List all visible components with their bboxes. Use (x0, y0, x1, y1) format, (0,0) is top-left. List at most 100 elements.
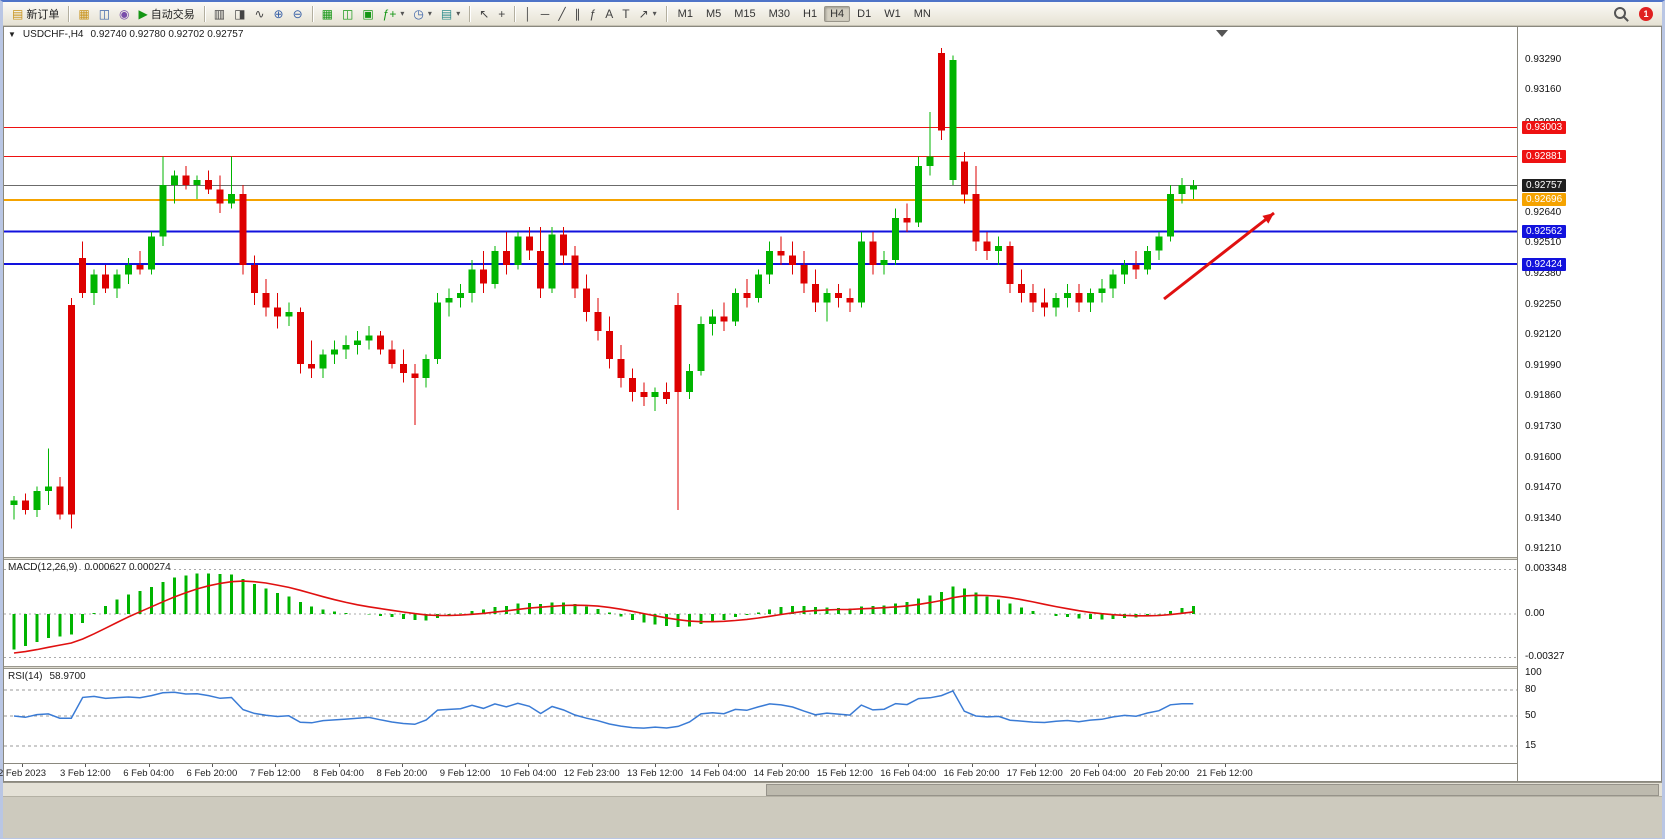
time-tick (401, 764, 403, 767)
bar-chart-button[interactable]: ▥ (210, 3, 229, 24)
timeframe-mn[interactable]: MN (913, 7, 931, 20)
timeframe-m15[interactable]: M15 (734, 7, 756, 20)
chart-header: ▼ USDCHF-,H4 0.92740 0.92780 0.92702 0.9… (8, 29, 243, 40)
history-button[interactable]: ◉ (115, 3, 133, 24)
axis-tick-label: 0.91990 (1525, 359, 1562, 371)
zoom-in-button[interactable]: ⊕ (270, 3, 288, 24)
horizontal-line-icon: ─ (540, 6, 550, 21)
toolbar-separator (203, 5, 205, 22)
terminal-icon: ▦ (78, 6, 90, 21)
bottom-bar (3, 782, 1662, 838)
macd-canvas[interactable] (4, 560, 1517, 666)
time-tick (338, 764, 340, 767)
toolbar: ▤ 新订单 ▦ ◫ ◉ ▶ 自动交易 ▥ ◨ ∿ ⊕ ⊖ (3, 2, 1662, 26)
time-tick-label: 20 Feb 04:00 (1070, 768, 1127, 779)
time-tick (1224, 764, 1226, 767)
panel-splitter[interactable] (4, 557, 1517, 560)
templates-button[interactable]: ▤ ▾ (437, 3, 464, 24)
time-tick (528, 764, 530, 767)
time-tick-label: 14 Feb 04:00 (690, 768, 747, 779)
time-tick (655, 764, 656, 767)
auto-trading-play-icon: ▶ (138, 6, 148, 21)
trendline-tool-button[interactable]: ╱ (554, 3, 569, 24)
horizontal-scrollbar[interactable] (3, 783, 1662, 797)
navigator-button[interactable]: ◫ (95, 3, 114, 24)
horizontal-line-tool-button[interactable]: ─ (537, 3, 554, 24)
candles (10, 48, 1197, 529)
text-tool-button[interactable]: A (601, 3, 617, 24)
timeframe-w1[interactable]: W1 (884, 7, 901, 20)
panel-splitter[interactable] (4, 666, 1517, 669)
rsi-panel: RSI(14) 58.9700 (4, 669, 1517, 763)
scrollbar-thumb[interactable] (766, 784, 1659, 796)
periods-button[interactable]: ◷ ▾ (409, 3, 436, 24)
search-icon[interactable] (1614, 6, 1626, 19)
time-tick (275, 764, 277, 767)
chart-shift-marker[interactable] (1216, 30, 1228, 37)
rsi-canvas[interactable] (4, 669, 1517, 763)
tile-windows-button[interactable]: ▣ (358, 3, 377, 24)
main-chart-canvas[interactable] (4, 27, 1517, 557)
time-tick (908, 764, 910, 767)
channel-tool-button[interactable]: ∥ (571, 3, 585, 24)
line-chart-button[interactable]: ∿ (250, 3, 268, 24)
indicators-button[interactable]: ƒ+ ▾ (379, 3, 409, 24)
one-click-toggle-icon[interactable]: ▼ (8, 30, 16, 39)
axis-tick-label: 50 (1525, 709, 1537, 721)
timeframe-h4[interactable]: H4 (824, 5, 851, 22)
rsi-label: RSI(14) (8, 671, 43, 682)
timeframe-m30[interactable]: M30 (768, 7, 791, 20)
time-tick-label: 13 Feb 12:00 (627, 768, 683, 779)
crosshair-tool-button[interactable]: + (494, 3, 509, 24)
cascade-windows-button[interactable]: ◫ (338, 3, 357, 24)
fibonacci-tool-button[interactable]: ƒ (586, 3, 601, 24)
macd-panel: MACD(12,26,9) 0.000627 0.000274 (4, 560, 1517, 666)
time-tick (1098, 764, 1100, 767)
timeframe-h1[interactable]: H1 (803, 7, 818, 20)
terminal-button[interactable]: ▦ (74, 3, 93, 24)
zoom-out-button[interactable]: ⊖ (289, 3, 307, 24)
toolbar-separator (514, 5, 516, 22)
toolbar-separator (68, 5, 70, 22)
timeframe-d1[interactable]: D1 (857, 7, 872, 20)
auto-trading-button[interactable]: ▶ 自动交易 (135, 3, 199, 24)
time-tick (844, 764, 846, 767)
axis-tick-label: 0.93160 (1525, 84, 1562, 96)
toolbar-separator (469, 5, 471, 22)
timeframe-m5[interactable]: M5 (705, 7, 722, 20)
label-tool-button[interactable]: T (618, 3, 633, 24)
axis-tick-label: 0.91340 (1525, 512, 1562, 524)
timeframe-m1[interactable]: M1 (677, 7, 693, 20)
shapes-arrow-icon: ↗ (638, 6, 649, 21)
new-order-button[interactable]: ▤ 新订单 (8, 3, 63, 24)
time-tick (85, 764, 87, 767)
zoom-out-icon: ⊖ (292, 6, 303, 21)
cascade-windows-icon: ◫ (341, 6, 354, 21)
time-tick-label: 15 Feb 12:00 (816, 768, 873, 779)
vertical-line-tool-button[interactable]: │ (520, 3, 536, 24)
trend-arrow[interactable] (1163, 211, 1275, 301)
label-tool-icon: T (622, 6, 630, 21)
chart-window: ▼ USDCHF-,H4 0.92740 0.92780 0.92702 0.9… (0, 26, 1662, 782)
grid-button[interactable]: ▦ (318, 3, 337, 24)
auto-trading-label: 自动交易 (150, 8, 195, 21)
cursor-tool-button[interactable]: ↖ (475, 3, 493, 24)
time-tick-label: 16 Feb 20:00 (943, 768, 1000, 779)
time-tick-label: 20 Feb 20:00 (1133, 768, 1190, 779)
price-axis[interactable]: 0.932900.931600.930200.928800.926400.925… (1517, 27, 1661, 781)
time-tick (971, 764, 973, 767)
candlestick-button[interactable]: ◨ (230, 3, 249, 24)
history-icon: ◉ (119, 6, 130, 21)
axis-tick-label: 15 (1525, 739, 1537, 751)
macd-signal-line (13, 580, 1194, 654)
notification-badge[interactable]: 1 (1639, 6, 1653, 21)
toolbar-separator (665, 5, 667, 22)
time-tick-label: 8 Feb 04:00 (313, 768, 364, 779)
axis-tick-label: -0.00327 (1525, 651, 1565, 662)
shapes-tool-button[interactable]: ↗ ▾ (635, 3, 661, 24)
time-axis[interactable]: 2 Feb 2023 3 Feb 12:00 6 Feb 04:00 6 Feb 20… (0, 763, 1517, 781)
axis-tick-label: 0.91210 (1525, 543, 1562, 555)
main-chart-panel: ▼ USDCHF-,H4 0.92740 0.92780 0.92702 0.9… (4, 27, 1517, 557)
templates-icon: ▤ (440, 6, 453, 21)
